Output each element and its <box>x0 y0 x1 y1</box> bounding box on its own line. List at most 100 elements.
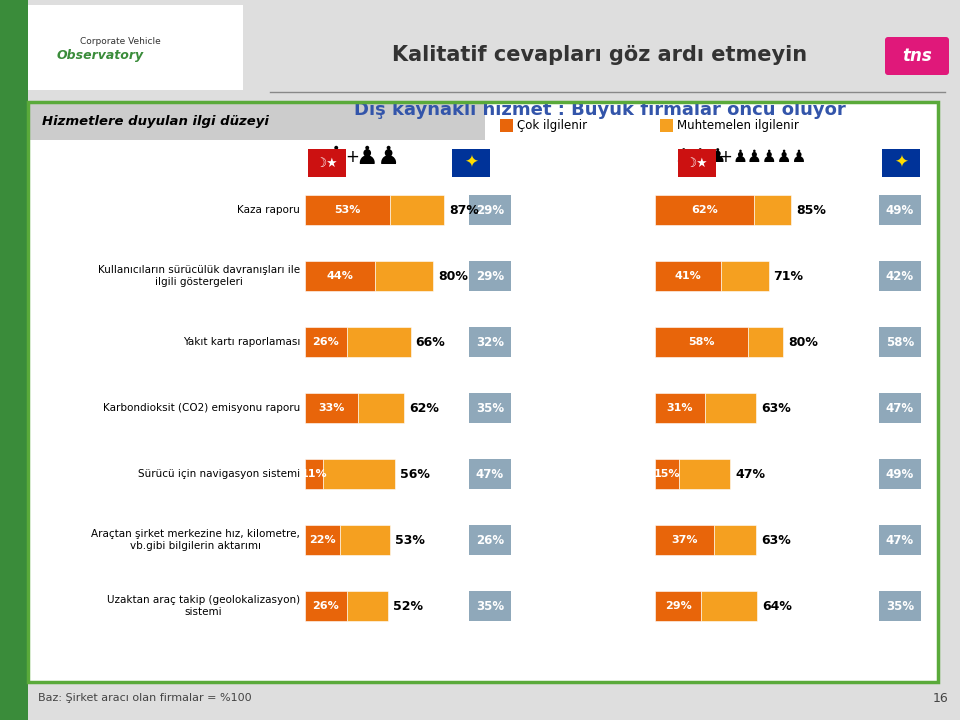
Text: ✦: ✦ <box>894 154 908 172</box>
Bar <box>655 525 714 555</box>
Text: 42%: 42% <box>886 269 914 282</box>
Text: 44%: 44% <box>326 271 353 281</box>
Bar <box>660 119 673 132</box>
Bar <box>305 525 340 555</box>
Text: Çok ilgilenir: Çok ilgilenir <box>517 119 588 132</box>
Text: Corporate Vehicle: Corporate Vehicle <box>80 37 160 47</box>
Text: 37%: 37% <box>671 535 698 545</box>
Bar <box>390 195 444 225</box>
Text: 26%: 26% <box>476 534 504 546</box>
Bar <box>655 195 755 225</box>
Text: Hizmetlere duyulan ilgi düzeyi: Hizmetlere duyulan ilgi düzeyi <box>42 115 269 128</box>
Text: 35%: 35% <box>476 600 504 613</box>
Text: Uzaktan araç takip (geolokalizasyon)
sistemi: Uzaktan araç takip (geolokalizasyon) sis… <box>107 595 300 617</box>
Bar <box>655 459 679 489</box>
Bar <box>702 591 757 621</box>
Text: Karbondioksit (CO2) emisyonu raporu: Karbondioksit (CO2) emisyonu raporu <box>103 403 300 413</box>
Text: ☽★: ☽★ <box>685 156 708 169</box>
Bar <box>655 327 748 357</box>
Text: 35%: 35% <box>886 600 914 613</box>
Text: 58%: 58% <box>886 336 914 348</box>
Text: 47%: 47% <box>886 534 914 546</box>
Text: 71%: 71% <box>774 269 804 282</box>
Bar <box>879 459 921 489</box>
Text: 80%: 80% <box>788 336 818 348</box>
Text: 16: 16 <box>932 691 948 704</box>
Text: 47%: 47% <box>735 467 765 480</box>
Bar <box>469 459 511 489</box>
Bar <box>375 261 433 291</box>
Bar <box>358 393 404 423</box>
Text: 53%: 53% <box>395 534 424 546</box>
Bar <box>305 459 323 489</box>
Bar <box>305 327 347 357</box>
Text: +: + <box>718 148 732 166</box>
Text: 62%: 62% <box>409 402 439 415</box>
Bar <box>469 525 511 555</box>
Text: 56%: 56% <box>399 467 429 480</box>
Bar <box>347 591 388 621</box>
Text: 80%: 80% <box>438 269 468 282</box>
Text: 63%: 63% <box>761 402 790 415</box>
Bar <box>469 327 511 357</box>
Bar <box>679 459 731 489</box>
Text: 62%: 62% <box>691 205 718 215</box>
Text: 63%: 63% <box>761 534 790 546</box>
Text: 87%: 87% <box>449 204 479 217</box>
Text: Yakıt kartı raporlaması: Yakıt kartı raporlaması <box>182 337 300 347</box>
Bar <box>755 195 791 225</box>
Text: 47%: 47% <box>886 402 914 415</box>
Bar <box>879 591 921 621</box>
Text: ♟♟♟♟♟: ♟♟♟♟♟ <box>732 148 807 166</box>
Bar <box>347 327 411 357</box>
Bar <box>879 393 921 423</box>
Bar <box>305 195 390 225</box>
Bar <box>879 327 921 357</box>
Bar <box>500 119 513 132</box>
Text: 29%: 29% <box>476 269 504 282</box>
Bar <box>323 459 395 489</box>
Text: 52%: 52% <box>394 600 423 613</box>
Text: 49%: 49% <box>886 204 914 217</box>
Text: Sürücü için navigasyon sistemi: Sürücü için navigasyon sistemi <box>138 469 300 479</box>
Text: 31%: 31% <box>666 403 693 413</box>
Text: Kullanıcıların sürücülük davranışları ile
ilgili göstergeleri: Kullanıcıların sürücülük davranışları il… <box>98 265 300 287</box>
Text: 66%: 66% <box>416 336 445 348</box>
Text: 29%: 29% <box>665 601 691 611</box>
Text: 26%: 26% <box>312 337 339 347</box>
Text: 33%: 33% <box>318 403 345 413</box>
Bar <box>30 104 485 140</box>
Text: 85%: 85% <box>796 204 826 217</box>
Text: Dış kaynaklı hizmet : Büyük firmalar öncü oluyor: Dış kaynaklı hizmet : Büyük firmalar önc… <box>354 101 846 119</box>
Bar <box>469 195 511 225</box>
Text: Baz: Şirket aracı olan firmalar = %100: Baz: Şirket aracı olan firmalar = %100 <box>38 693 252 703</box>
Bar <box>678 149 716 177</box>
Bar <box>0 0 28 720</box>
Bar <box>655 591 702 621</box>
Text: ♟: ♟ <box>324 145 347 169</box>
Bar <box>305 261 375 291</box>
Text: 15%: 15% <box>654 469 681 479</box>
Bar <box>879 261 921 291</box>
Text: Kalitatif cevapları göz ardı etmeyin: Kalitatif cevapları göz ardı etmeyin <box>393 45 807 65</box>
Bar <box>879 195 921 225</box>
Text: ✦: ✦ <box>464 154 478 172</box>
Bar <box>28 102 938 682</box>
Text: Araçtan şirket merkezine hız, kilometre,
vb.gibi bilgilerin aktarımı: Araçtan şirket merkezine hız, kilometre,… <box>91 529 300 551</box>
Text: 49%: 49% <box>886 467 914 480</box>
Text: 41%: 41% <box>675 271 701 281</box>
Text: 32%: 32% <box>476 336 504 348</box>
Bar <box>655 393 705 423</box>
Text: 26%: 26% <box>312 601 339 611</box>
Bar <box>469 591 511 621</box>
Bar <box>340 525 390 555</box>
Bar <box>452 149 490 177</box>
Text: ♟♟♟: ♟♟♟ <box>674 148 727 166</box>
Bar <box>655 261 721 291</box>
Text: tns: tns <box>902 47 932 65</box>
Text: 47%: 47% <box>476 467 504 480</box>
Text: 35%: 35% <box>476 402 504 415</box>
Text: ♟♟: ♟♟ <box>355 145 400 169</box>
Text: 53%: 53% <box>334 205 361 215</box>
Bar <box>705 393 756 423</box>
